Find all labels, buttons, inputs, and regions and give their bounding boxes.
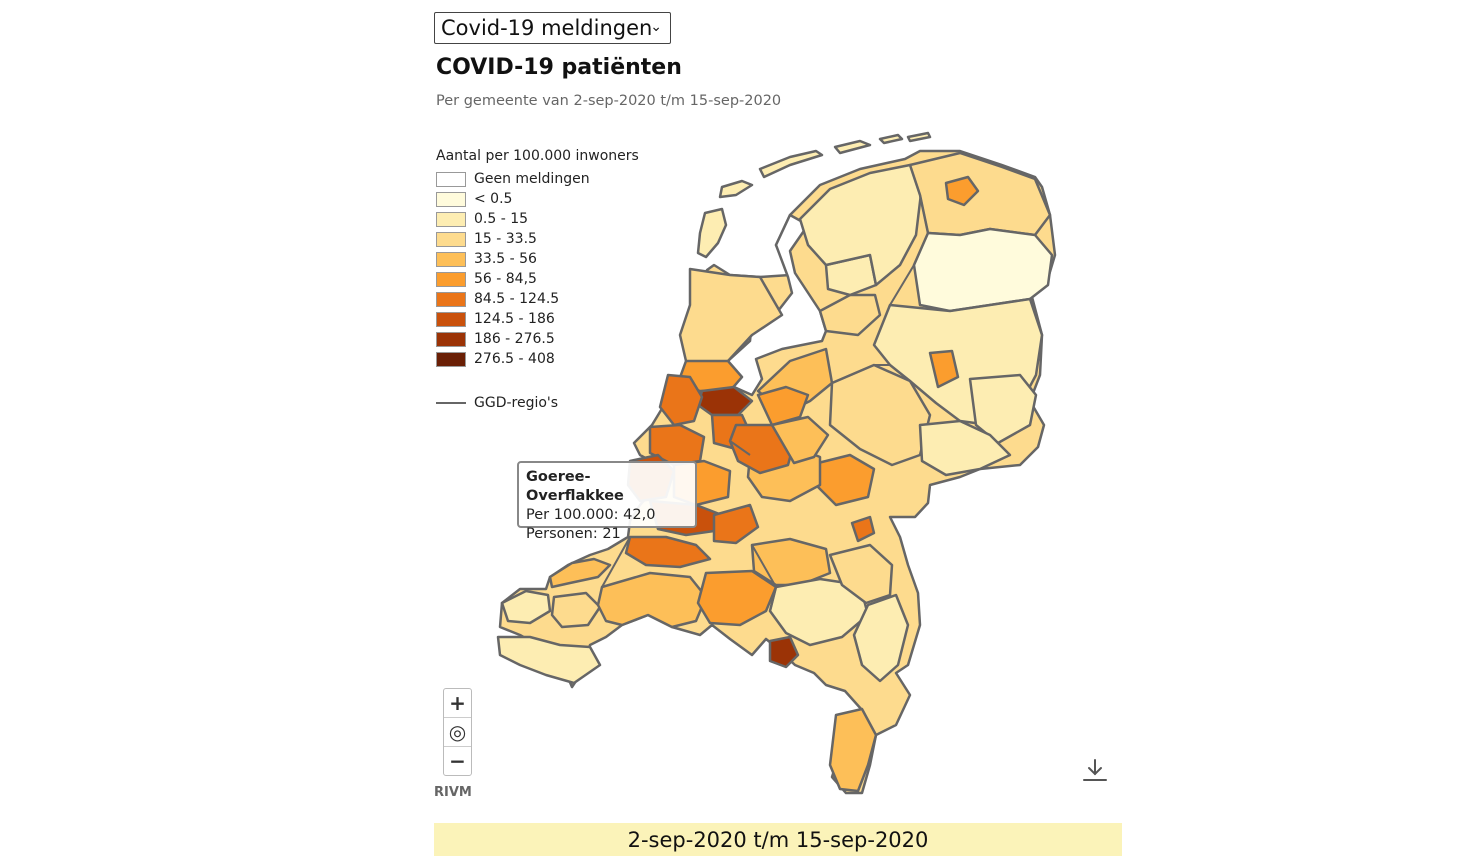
legend-swatch [436, 291, 466, 307]
date-range-bar[interactable]: 2-sep-2020 t/m 15-sep-2020 [434, 823, 1122, 856]
zoom-in-button[interactable]: + [449, 691, 466, 715]
legend-swatch [436, 231, 466, 247]
region-west-brabant[interactable] [596, 571, 708, 629]
island-rottumeroog[interactable] [906, 131, 932, 143]
legend-swatch [436, 351, 466, 367]
legend-title: Aantal per 100.000 inwoners [436, 148, 639, 164]
legend-item: Geen meldingen [436, 169, 639, 189]
page-title: COVID-19 patiënten [436, 55, 682, 80]
data-selector-value: Covid-19 meldingen [441, 16, 653, 40]
legend-label: < 0.5 [474, 191, 513, 207]
legend-label: Geen meldingen [474, 171, 590, 187]
legend-item: 56 - 84,5 [436, 269, 639, 289]
region-gelderland-east[interactable] [918, 419, 1012, 477]
legend-label: 124.5 - 186 [474, 311, 555, 327]
region-overijssel-hotspot[interactable] [928, 349, 960, 389]
legend-label: 84.5 - 124.5 [474, 291, 560, 307]
region-drenthe[interactable] [912, 227, 1054, 313]
legend-ggd-item: GGD-regio's [436, 395, 639, 411]
region-haarlem[interactable] [658, 373, 704, 427]
island-vlieland[interactable] [718, 179, 754, 199]
ijsselmeer-water [726, 213, 828, 397]
page-subtitle: Per gemeente van 2-sep-2020 t/m 15-sep-2… [436, 93, 782, 109]
region-schouwen[interactable] [500, 589, 552, 625]
download-icon[interactable] [1081, 757, 1109, 783]
legend-label: 276.5 - 408 [474, 351, 555, 367]
legend-label: 186 - 276.5 [474, 331, 555, 347]
region-nijmegen[interactable] [850, 515, 876, 543]
region-utrecht-east[interactable] [770, 415, 830, 465]
map-tooltip: Goeree-Overflakkee Per 100.000: 42,0 Per… [517, 461, 697, 542]
netherlands-choropleth-map[interactable] [490, 125, 1070, 795]
island-schiermonnikoog[interactable] [878, 133, 904, 145]
legend-item: 186 - 276.5 [436, 329, 639, 349]
legend-item: 276.5 - 408 [436, 349, 639, 369]
zoom-controls: + ◎ − [443, 688, 472, 776]
legend-swatch [436, 251, 466, 267]
region-eindhoven[interactable] [768, 577, 870, 647]
tooltip-persons: Personen: 21 [526, 526, 621, 542]
zoom-reset-button[interactable]: ◎ [444, 717, 471, 746]
legend-swatch [436, 211, 466, 227]
region-dordrecht[interactable] [712, 503, 760, 545]
legend-label: 0.5 - 15 [474, 211, 529, 227]
zoom-out-button[interactable]: − [444, 746, 471, 775]
legend-swatch [436, 171, 466, 187]
island-texel[interactable] [696, 207, 728, 259]
chevron-down-icon: ⌄ [650, 19, 662, 35]
legend-label: 56 - 84,5 [474, 271, 537, 287]
legend-label: 15 - 33.5 [474, 231, 537, 247]
map-legend: Aantal per 100.000 inwoners Geen melding… [436, 148, 639, 411]
region-gelderland-north[interactable] [828, 363, 932, 467]
legend-item: < 0.5 [436, 189, 639, 209]
ggd-line-swatch [436, 402, 466, 404]
legend-item: 33.5 - 56 [436, 249, 639, 269]
legend-item: 0.5 - 15 [436, 209, 639, 229]
tooltip-per100k: Per 100.000: 42,0 [526, 507, 656, 523]
region-eindhoven-hotspot[interactable] [768, 635, 800, 669]
legend-swatch [436, 271, 466, 287]
region-walcheren[interactable] [550, 591, 602, 629]
legend-label: 33.5 - 56 [474, 251, 537, 267]
region-goeree-overflakkee[interactable] [548, 557, 612, 589]
ggd-boundaries [601, 164, 1031, 666]
region-groningen[interactable] [908, 151, 1052, 237]
region-gooi[interactable] [756, 385, 810, 427]
rivm-attribution: RIVM [434, 785, 472, 800]
region-groningen-hotspot[interactable] [944, 175, 980, 207]
data-selector-dropdown[interactable]: Covid-19 meldingen ⌄ [434, 12, 671, 44]
legend-swatch [436, 191, 466, 207]
region-zeeuws-vlaanderen[interactable] [496, 635, 602, 685]
island-ameland[interactable] [833, 139, 872, 155]
island-terschelling[interactable] [758, 149, 824, 179]
legend-item: 84.5 - 124.5 [436, 289, 639, 309]
region-limburg-south[interactable] [828, 707, 878, 793]
legend-ggd-label: GGD-regio's [474, 395, 559, 411]
region-twente[interactable] [968, 373, 1038, 445]
region-helmond[interactable] [828, 543, 894, 605]
legend-item: 124.5 - 186 [436, 309, 639, 329]
region-hoeksche-waard[interactable] [624, 535, 712, 569]
legend-swatch [436, 311, 466, 327]
region-friesland[interactable] [798, 163, 924, 287]
tooltip-region-name: Goeree-Overflakkee [526, 469, 624, 504]
legend-item: 15 - 33.5 [436, 229, 639, 249]
legend-swatch [436, 331, 466, 347]
